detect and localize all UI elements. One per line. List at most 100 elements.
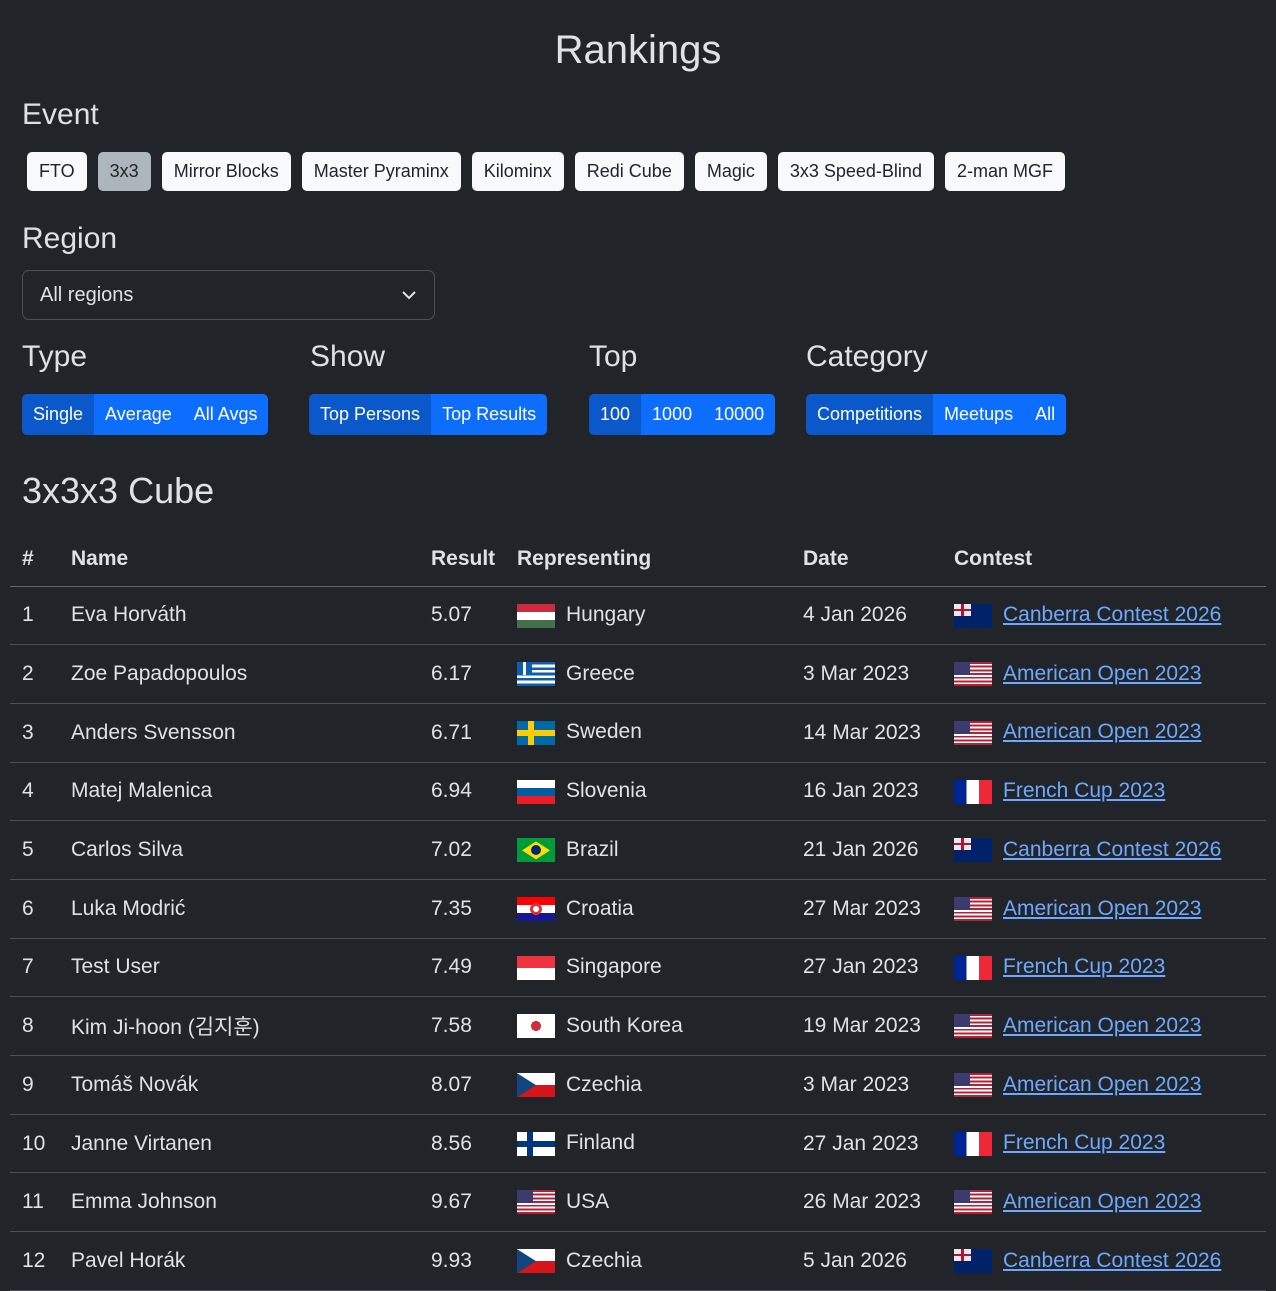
col-name: Name [59,533,419,587]
event-button-redi-cube[interactable]: Redi Cube [574,152,684,191]
contest: French Cup 2023 [942,938,1266,998]
category-option-all[interactable]: All [1024,394,1067,435]
rank: 8 [10,996,59,1056]
flag-au-icon [954,603,992,628]
top-option-100[interactable]: 100 [589,394,642,435]
rank: 12 [10,1231,59,1291]
flag-kr-icon [517,1014,555,1039]
show-option-top-persons[interactable]: Top Persons [309,394,432,435]
contest-link[interactable]: American Open 2023 [1003,661,1202,685]
event-button-3x3[interactable]: 3x3 [97,152,151,191]
person-name: Anders Svensson [59,703,419,763]
show-label: Show [310,340,386,373]
event-button-3x3-speed-blind[interactable]: 3x3 Speed-Blind [777,152,934,191]
contest-link[interactable]: American Open 2023 [1003,1013,1202,1037]
contest: French Cup 2023 [942,1114,1266,1174]
top-option-1000[interactable]: 1000 [641,394,704,435]
contest-link[interactable]: American Open 2023 [1003,1072,1202,1096]
rank: 1 [10,586,59,646]
contest-link[interactable]: American Open 2023 [1003,896,1202,920]
chevron-down-icon [402,291,416,300]
contest: Canberra Contest 2026 [942,1231,1266,1291]
contest: American Open 2023 [942,996,1266,1056]
person-name: Test User [59,938,419,998]
country: Czechia [566,1248,642,1272]
category-option-meetups[interactable]: Meetups [933,394,1025,435]
contest-link[interactable]: Canberra Contest 2026 [1003,603,1222,627]
result: 6.17 [419,644,505,704]
representing: Finland [505,1114,791,1174]
representing: USA [505,1172,791,1233]
category-option-competitions[interactable]: Competitions [806,394,934,435]
representing: Hungary [505,586,791,646]
person-name: Janne Virtanen [59,1114,419,1174]
contest-link[interactable]: Canberra Contest 2026 [1003,1248,1222,1272]
flag-fr-icon [954,1131,992,1156]
flag-hr-icon [517,897,555,921]
flag-us-icon [954,1014,992,1039]
show-option-top-results[interactable]: Top Results [431,394,548,435]
event-button-fto[interactable]: FTO [27,152,87,191]
type-option-all-avgs[interactable]: All Avgs [182,394,269,435]
representing: South Korea [505,996,791,1056]
event-button-mirror-blocks[interactable]: Mirror Blocks [161,152,291,191]
country: USA [566,1189,610,1213]
flag-gr-icon [517,662,555,687]
rankings-table: # Name Result Representing Date Contest … [10,533,1266,1291]
flag-se-icon [517,720,555,745]
person-name: Luka Modrić [59,879,419,939]
table-row: 3 Anders Svensson 6.71 Sweden 14 Mar 202… [10,703,1266,763]
date: 27 Jan 2023 [791,1114,942,1174]
table-header: # Name Result Representing Date Contest [10,533,1266,587]
date: 16 Jan 2023 [791,762,942,822]
contest-link[interactable]: Canberra Contest 2026 [1003,837,1222,861]
table-row: 7 Test User 7.49 Singapore 27 Jan 2023 F… [10,938,1266,998]
page-title: Rankings [554,28,722,72]
person-name: Kim Ji-hoon (김지훈) [59,996,419,1056]
event-label: Event [22,98,99,131]
country: Greece [566,661,635,685]
flag-fr-icon [954,955,992,980]
event-button-master-pyraminx[interactable]: Master Pyraminx [301,152,461,191]
table-row: 8 Kim Ji-hoon (김지훈) 7.58 South Korea 19 … [10,996,1266,1056]
contest: Canberra Contest 2026 [942,586,1266,646]
country: Finland [566,1131,635,1155]
show-group: Top Persons Top Results [309,394,548,435]
date: 21 Jan 2026 [791,820,942,880]
date: 19 Mar 2023 [791,996,942,1056]
event-button-magic[interactable]: Magic [694,152,767,191]
table-row: 11 Emma Johnson 9.67 USA 26 Mar 2023 Ame… [10,1172,1266,1233]
contest: American Open 2023 [942,879,1266,939]
country: Czechia [566,1072,642,1096]
table-row: 6 Luka Modrić 7.35 Croatia 27 Mar 2023 A… [10,879,1266,939]
contest-link[interactable]: American Open 2023 [1003,720,1202,744]
flag-fi-icon [517,1131,555,1156]
type-option-average[interactable]: Average [94,394,183,435]
category-label: Category [806,340,928,373]
representing: Brazil [505,820,791,880]
event-buttons: FTO 3x3 Mirror Blocks Master Pyraminx Kilomi… [27,152,1065,191]
representing: Slovenia [505,762,791,822]
country: Singapore [566,955,662,979]
event-button-kilominx[interactable]: Kilominx [471,152,564,191]
contest-link[interactable]: American Open 2023 [1003,1189,1202,1213]
date: 3 Mar 2023 [791,1055,942,1115]
contest-link[interactable]: French Cup 2023 [1003,955,1166,979]
rank: 6 [10,879,59,939]
country: South Korea [566,1013,683,1037]
type-option-single[interactable]: Single [22,394,95,435]
contest-link[interactable]: French Cup 2023 [1003,1131,1166,1155]
person-name: Zoe Papadopoulos [59,644,419,704]
top-option-10000[interactable]: 10000 [703,394,776,435]
rank: 5 [10,820,59,880]
table-row: 12 Pavel Horák 9.93 Czechia 5 Jan 2026 C… [10,1231,1266,1291]
rank: 3 [10,703,59,763]
event-button-2-man-mgf[interactable]: 2-man MGF [944,152,1065,191]
rank: 11 [10,1172,59,1233]
region-select[interactable]: All regions [22,270,435,320]
country: Croatia [566,896,634,920]
contest-link[interactable]: French Cup 2023 [1003,779,1166,803]
result: 9.93 [419,1231,505,1291]
rank: 4 [10,762,59,822]
type-group: Single Average All Avgs [22,394,269,435]
